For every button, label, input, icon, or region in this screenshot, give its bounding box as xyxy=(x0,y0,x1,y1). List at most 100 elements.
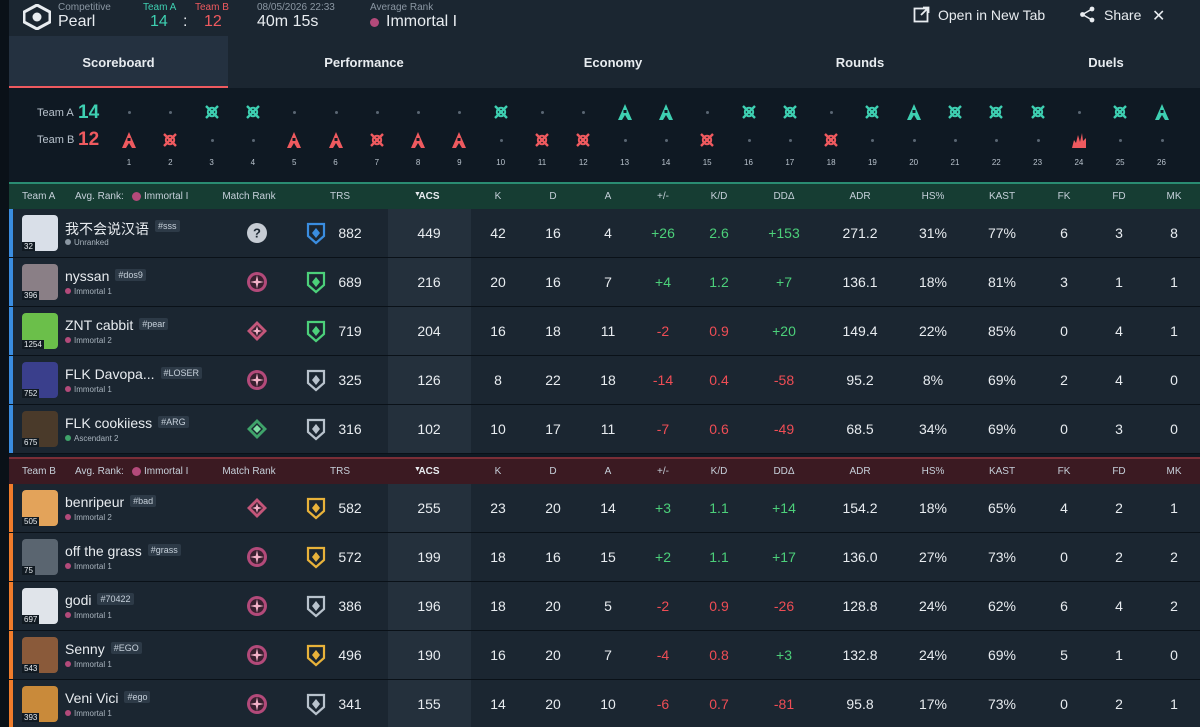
spike-icon[interactable] xyxy=(409,131,427,149)
elimination-icon[interactable] xyxy=(161,131,179,149)
column-header-k[interactable]: K xyxy=(494,466,502,477)
trs-badge-icon xyxy=(305,221,327,245)
player-row[interactable]: 543 Senny #EGO Immortal 1 496 190 16 20 7 -4 0.8 +3… xyxy=(9,631,1200,680)
column-header-fd[interactable]: FD xyxy=(1112,466,1126,477)
defuse-icon[interactable] xyxy=(616,103,634,121)
column-header-a[interactable]: A xyxy=(604,466,612,477)
column-header-pm[interactable]: +/- xyxy=(657,466,669,477)
stat-fd: 3 xyxy=(1115,421,1123,437)
open-new-tab-button[interactable]: Open in New Tab xyxy=(913,6,1045,23)
column-header-adr[interactable]: ADR xyxy=(849,466,871,477)
column-header-fk[interactable]: FK xyxy=(1057,466,1071,477)
tab-economy[interactable]: Economy xyxy=(583,55,643,70)
column-header-fk[interactable]: FK xyxy=(1057,191,1071,202)
spike-icon[interactable] xyxy=(120,131,138,149)
player-row[interactable]: 697 godi #70422 Immortal 1 386 196 18 20 5 -2 0.9 -… xyxy=(9,582,1200,631)
spike-icon[interactable] xyxy=(285,131,303,149)
player-name[interactable]: Senny xyxy=(65,641,105,657)
elimination-icon[interactable] xyxy=(492,103,510,121)
column-header-mk[interactable]: MK xyxy=(1166,191,1182,202)
player-name[interactable]: ZNT cabbit xyxy=(65,317,134,333)
close-button[interactable]: ✕ xyxy=(1152,6,1165,26)
team-a-name: Team A xyxy=(22,191,56,202)
column-header-adr[interactable]: ADR xyxy=(849,191,871,202)
spike-icon[interactable] xyxy=(327,131,345,149)
elimination-icon[interactable] xyxy=(1029,103,1047,121)
elimination-icon[interactable] xyxy=(368,131,386,149)
tab-scoreboard[interactable]: Scoreboard xyxy=(9,36,228,88)
team-a-header: Team A Avg. Rank: Immortal I Match Rank T… xyxy=(9,182,1200,209)
player-row[interactable]: 393 Veni Vici #ego Immortal 1 341 155 14 20 10 -6… xyxy=(9,680,1200,727)
trs-badge-icon xyxy=(305,270,327,294)
player-row[interactable]: 505 benripeur #bad Immortal 2 582 255 23 20 14 +3… xyxy=(9,484,1200,533)
column-header-kd[interactable]: K/D xyxy=(710,466,728,477)
player-row[interactable]: 1254 ZNT cabbit #pear Immortal 2 719 204 16 18 1… xyxy=(9,307,1200,356)
player-row[interactable]: 32 我不会说汉语 #sss Unranked? 882 449 42 16 4 +26 2.6 +1… xyxy=(9,209,1200,258)
elimination-icon[interactable] xyxy=(203,103,221,121)
player-name[interactable]: Veni Vici xyxy=(65,690,119,706)
column-header-acs[interactable]: ACS xyxy=(418,466,440,477)
elimination-icon[interactable] xyxy=(740,103,758,121)
column-header-mk[interactable]: MK xyxy=(1166,466,1182,477)
stat-dd: -26 xyxy=(773,598,795,614)
column-header-a[interactable]: A xyxy=(604,191,612,202)
tab-performance[interactable]: Performance xyxy=(324,55,404,70)
column-header-acs[interactable]: ACS xyxy=(418,191,440,202)
elimination-icon[interactable] xyxy=(863,103,881,121)
stat-a: 11 xyxy=(600,323,616,339)
player-name[interactable]: nyssan xyxy=(65,268,110,284)
column-header-kast[interactable]: KAST xyxy=(988,191,1016,202)
player-name[interactable]: 我不会说汉语 xyxy=(65,221,149,237)
stat-acs: 199 xyxy=(387,533,471,581)
elimination-icon[interactable] xyxy=(1111,103,1129,121)
player-name[interactable]: off the grass xyxy=(65,543,142,559)
elimination-icon[interactable] xyxy=(244,103,262,121)
player-name[interactable]: FLK cookiiess xyxy=(65,415,153,431)
column-header-dd[interactable]: DDΔ xyxy=(773,191,795,202)
elimination-icon[interactable] xyxy=(987,103,1005,121)
column-header-match-rank[interactable]: Match Rank xyxy=(222,466,276,477)
defuse-icon[interactable] xyxy=(657,103,675,121)
elimination-icon[interactable] xyxy=(946,103,964,121)
player-rank: Immortal 1 xyxy=(65,660,112,669)
elimination-icon[interactable] xyxy=(698,131,716,149)
column-header-d[interactable]: D xyxy=(549,191,557,202)
column-header-dd[interactable]: DDΔ xyxy=(773,466,795,477)
player-name[interactable]: godi xyxy=(65,592,92,608)
column-header-d[interactable]: D xyxy=(549,466,557,477)
spike-explode-icon[interactable] xyxy=(1070,131,1088,149)
column-header-trs[interactable]: TRS xyxy=(330,466,350,477)
round-number: 20 xyxy=(909,158,919,167)
player-name[interactable]: FLK Davopa... xyxy=(65,366,155,382)
column-header-hs[interactable]: HS% xyxy=(921,466,945,477)
elimination-icon[interactable] xyxy=(822,131,840,149)
elimination-icon[interactable] xyxy=(781,103,799,121)
account-level: 675 xyxy=(22,438,40,447)
stat-fd: 4 xyxy=(1115,598,1123,614)
column-header-hs[interactable]: HS% xyxy=(921,191,945,202)
elimination-icon[interactable] xyxy=(574,131,592,149)
defuse-icon[interactable] xyxy=(1153,103,1171,121)
stat-acs: 155 xyxy=(387,680,471,727)
player-row[interactable]: 75 off the grass #grass Immortal 1 572 199 18 1… xyxy=(9,533,1200,582)
tab-duels[interactable]: Duels xyxy=(1088,55,1124,70)
match-rank-icon xyxy=(246,418,268,440)
column-header-match-rank[interactable]: Match Rank xyxy=(222,191,276,202)
player-name[interactable]: benripeur xyxy=(65,494,125,510)
elimination-icon[interactable] xyxy=(533,131,551,149)
round-number: 21 xyxy=(950,158,960,167)
column-header-kast[interactable]: KAST xyxy=(988,466,1016,477)
share-button[interactable]: Share xyxy=(1079,6,1141,23)
player-row[interactable]: 675 FLK cookiiess #ARG Ascendant 2 316 102 10 1… xyxy=(9,405,1200,454)
match-rank-icon: ? xyxy=(246,222,268,244)
column-header-pm[interactable]: +/- xyxy=(657,191,669,202)
tab-rounds[interactable]: Rounds xyxy=(835,55,885,70)
column-header-trs[interactable]: TRS xyxy=(330,191,350,202)
column-header-fd[interactable]: FD xyxy=(1112,191,1126,202)
player-row[interactable]: 396 nyssan #dos9 Immortal 1 689 216 20 16 7 +4 1.2… xyxy=(9,258,1200,307)
column-header-kd[interactable]: K/D xyxy=(710,191,728,202)
spike-icon[interactable] xyxy=(450,131,468,149)
column-header-k[interactable]: K xyxy=(494,191,502,202)
defuse-icon[interactable] xyxy=(905,103,923,121)
player-row[interactable]: 752 FLK Davopa... #LOSER Immortal 1 325 126 8 2… xyxy=(9,356,1200,405)
